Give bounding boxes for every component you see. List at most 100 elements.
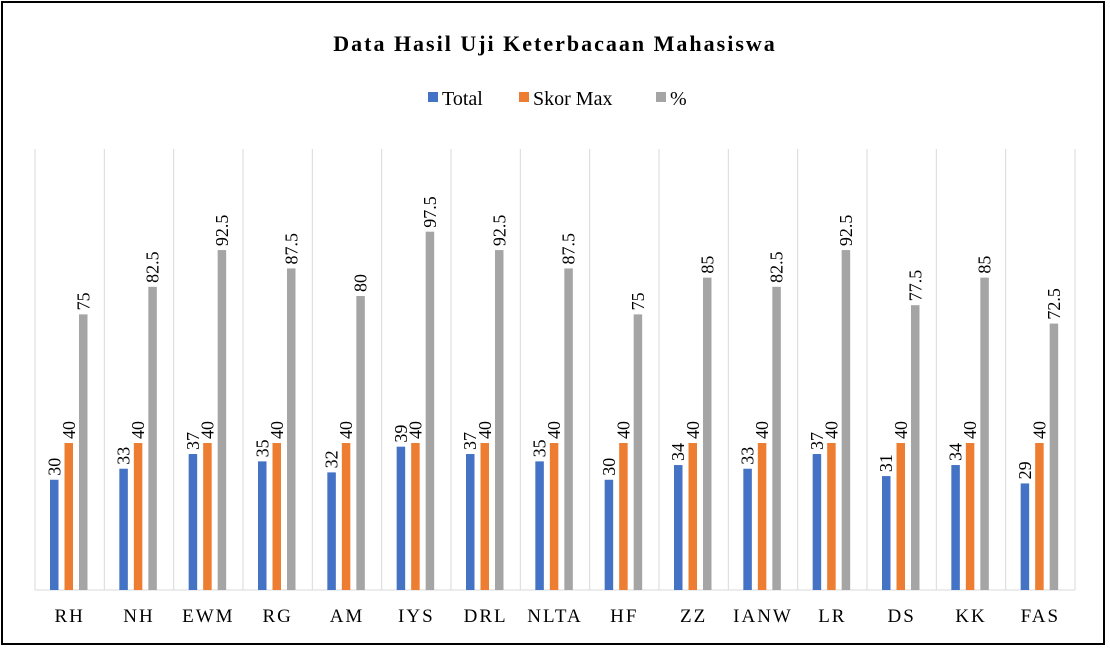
- bar-pct-DS: [911, 305, 920, 590]
- data-label: 34: [668, 443, 688, 461]
- data-label: 40: [683, 421, 703, 439]
- x-tick-label: LR: [818, 606, 846, 627]
- bar-skor-max-KK: [965, 443, 975, 590]
- data-label: 40: [891, 421, 911, 439]
- bar-pct-EWM: [217, 250, 227, 590]
- x-tick-label: IYS: [398, 606, 435, 627]
- x-tick-label: KK: [955, 606, 986, 627]
- data-label: 82.5: [767, 251, 787, 283]
- data-label: 40: [544, 421, 564, 439]
- data-label: 87.5: [559, 233, 579, 265]
- bar-total-KK: [951, 465, 960, 590]
- x-tick-label: ZZ: [680, 606, 707, 627]
- data-label: 37: [460, 432, 480, 450]
- bar-pct-IANW: [772, 286, 781, 590]
- data-label: 37: [183, 432, 203, 450]
- data-label: 40: [197, 421, 217, 439]
- data-label: 31: [876, 454, 896, 472]
- data-label: 40: [336, 421, 356, 439]
- x-tick-label: RH: [54, 606, 84, 627]
- data-label: 97.5: [420, 196, 440, 228]
- x-tick-label: IANW: [733, 606, 793, 627]
- x-tick-label: FAS: [1021, 606, 1060, 627]
- data-label: 30: [599, 458, 619, 476]
- bar-pct-DRL: [495, 250, 504, 590]
- x-tick-label: DS: [888, 606, 916, 627]
- bar-skor-max-HF: [619, 443, 628, 590]
- bar-pct-HF: [633, 314, 643, 590]
- bar-total-NH: [119, 468, 128, 590]
- data-label: 92.5: [489, 215, 509, 247]
- data-label: 40: [405, 421, 425, 439]
- data-label: 33: [114, 447, 134, 465]
- bar-total-DS: [882, 476, 891, 590]
- legend-swatch: [519, 92, 529, 102]
- data-label: 92.5: [212, 215, 232, 247]
- bar-skor-max-DRL: [480, 443, 489, 590]
- legend-label: Skor Max: [533, 88, 612, 110]
- x-tick-label: HF: [610, 606, 638, 627]
- data-label: 85: [975, 256, 995, 274]
- bar-total-IANW: [743, 468, 752, 590]
- data-label: 35: [530, 439, 550, 457]
- data-label: 33: [738, 447, 758, 465]
- data-label: 39: [391, 425, 411, 443]
- legend-swatch: [656, 92, 666, 102]
- x-tick-label: DRL: [464, 606, 508, 627]
- legend-swatch: [428, 92, 438, 102]
- bar-pct-KK: [980, 277, 989, 590]
- data-label: 77.5: [905, 270, 925, 302]
- bar-pct-ZZ: [703, 277, 712, 590]
- bar-skor-max-IANW: [757, 443, 767, 590]
- bar-skor-max-RH: [64, 443, 73, 590]
- chart-title: Data Hasil Uji Keterbacaan Mahasiswa: [333, 31, 777, 56]
- data-label: 32: [322, 450, 342, 468]
- bar-total-AM: [327, 472, 336, 590]
- x-tick-label: EWM: [182, 606, 234, 627]
- bar-skor-max-ZZ: [688, 443, 697, 590]
- data-labels: 304075334082.5374092.5354087.53240803940…: [44, 196, 1064, 479]
- bar-total-FAS: [1020, 483, 1030, 590]
- bar-skor-max-AM: [341, 443, 351, 590]
- bar-total-RH: [50, 479, 59, 590]
- bar-total-HF: [604, 479, 614, 590]
- data-label: 92.5: [836, 215, 856, 247]
- data-label: 30: [44, 458, 64, 476]
- legend-label: Total: [442, 88, 483, 110]
- data-label: 87.5: [281, 233, 301, 265]
- data-label: 40: [128, 421, 148, 439]
- bar-skor-max-LR: [827, 443, 836, 590]
- x-axis-labels: RH NH EWM RG AM IYS DRL NLTA HF ZZ IANW LR DS KK FAS: [54, 606, 1060, 627]
- data-label: 75: [628, 292, 648, 310]
- bar-skor-max-EWM: [203, 443, 212, 590]
- data-label: 37: [807, 432, 827, 450]
- bar-skor-max-NLTA: [549, 443, 559, 590]
- data-label: 40: [613, 421, 633, 439]
- bar-pct-RG: [287, 268, 296, 590]
- bar-total-IYS: [396, 446, 406, 590]
- x-tick-label: NLTA: [527, 606, 582, 627]
- bar-pct-AM: [356, 296, 365, 590]
- data-label: 35: [252, 439, 272, 457]
- data-label: 40: [821, 421, 841, 439]
- bar-total-NLTA: [535, 461, 544, 590]
- bar-total-DRL: [466, 454, 475, 590]
- data-label: 40: [752, 421, 772, 439]
- bars: [50, 231, 1059, 590]
- bar-total-ZZ: [674, 465, 683, 590]
- data-label: 34: [946, 443, 966, 461]
- x-tick-label: NH: [123, 606, 154, 627]
- data-label: 82.5: [143, 251, 163, 283]
- data-label: 40: [59, 421, 79, 439]
- bar-skor-max-IYS: [411, 443, 420, 590]
- bar-total-RG: [258, 461, 267, 590]
- bar-pct-LR: [841, 250, 851, 590]
- data-label: 85: [697, 256, 717, 274]
- bar-pct-IYS: [425, 231, 435, 590]
- bar-pct-NLTA: [564, 268, 573, 590]
- data-label: 29: [1015, 461, 1035, 479]
- bar-skor-max-FAS: [1035, 443, 1044, 590]
- data-label: 40: [1029, 421, 1049, 439]
